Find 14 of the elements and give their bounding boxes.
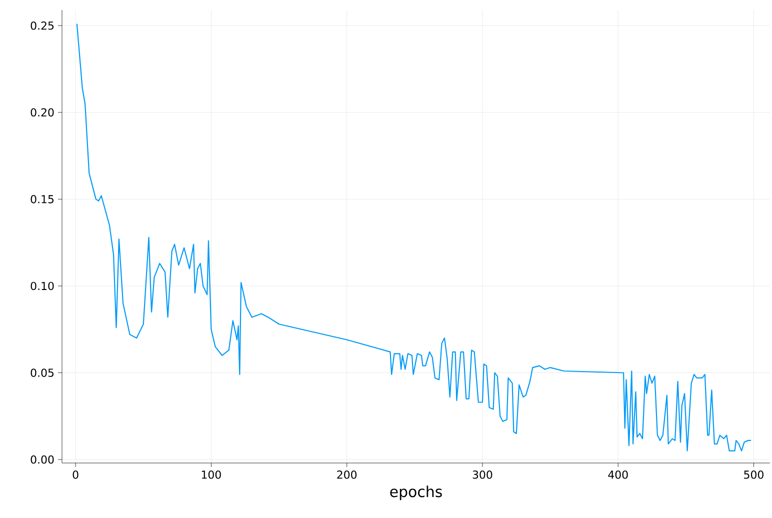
x-tick-label: 200 — [337, 470, 357, 479]
y-tick-label: 0.05 — [30, 368, 54, 377]
y-tick-label: 0.00 — [30, 455, 54, 464]
x-axis-title: epochs — [390, 486, 442, 500]
x-tick-label: 500 — [744, 470, 764, 479]
x-tick-label: 400 — [608, 470, 628, 479]
line-series — [76, 23, 752, 452]
x-tick-label: 0 — [72, 470, 78, 479]
x-tick-label: 300 — [472, 470, 492, 479]
x-tick-label: 100 — [202, 470, 221, 479]
y-tick-label: 0.10 — [30, 282, 54, 290]
y-tick-label: 0.15 — [30, 195, 54, 204]
y-tick-label: 0.20 — [30, 108, 54, 117]
y-tick-label: 0.25 — [30, 21, 54, 30]
